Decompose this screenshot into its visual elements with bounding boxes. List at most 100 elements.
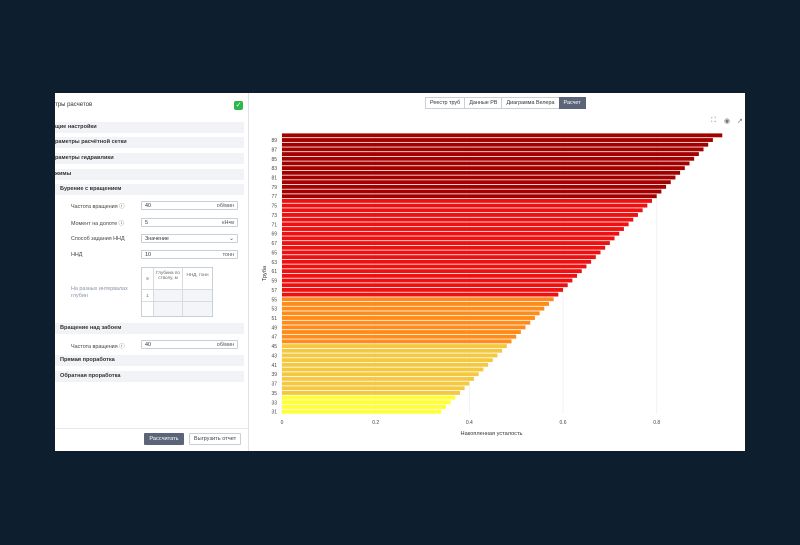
y-tick-label: 89 xyxy=(271,138,277,144)
x-tick-label: 0.6 xyxy=(560,420,567,426)
bar xyxy=(282,409,442,414)
bar xyxy=(282,278,573,283)
bar xyxy=(282,170,681,175)
export-report-button[interactable]: Выгрузить отчет xyxy=(189,433,241,445)
table-cell-depth[interactable] xyxy=(154,290,183,302)
bar xyxy=(282,287,564,292)
y-tick-label: 77 xyxy=(271,194,277,200)
section-general[interactable]: щие настройки xyxy=(55,122,244,133)
bar xyxy=(282,292,559,297)
bar xyxy=(282,184,667,189)
section-modes[interactable]: жимы xyxy=(55,169,244,180)
table-cell-nnd[interactable] xyxy=(183,290,212,302)
y-tick-label: 31 xyxy=(271,410,277,416)
y-tick-label: 69 xyxy=(271,232,277,238)
checkbox-checked-icon[interactable]: ✓ xyxy=(234,101,243,110)
bar xyxy=(282,227,624,231)
rot-freq2-label: Частота вращения ⓘ xyxy=(71,344,125,350)
bar xyxy=(282,297,554,302)
y-tick-label: 39 xyxy=(271,372,277,378)
fullscreen-icon[interactable]: ⛶ xyxy=(711,117,716,124)
rot-freq-label: Частота вращения ⓘ xyxy=(71,204,125,210)
bar xyxy=(282,283,568,288)
load-method-label: Способ задания ННД xyxy=(71,236,125,242)
y-tick-label: 81 xyxy=(271,175,277,181)
y-tick-label: 79 xyxy=(271,185,277,191)
camera-icon[interactable]: ◉ xyxy=(724,118,731,125)
bar xyxy=(282,320,531,325)
rot-freq-unit: об/мин xyxy=(216,203,234,209)
section-back-reaming[interactable]: Обратная проработка xyxy=(55,371,244,382)
tab-pipe-registry[interactable]: Реестр труб xyxy=(425,97,466,109)
section-drilling-rotation[interactable]: Бурение с вращением xyxy=(55,184,244,195)
load-method-select[interactable]: Значение ⌄ xyxy=(141,234,238,243)
bar xyxy=(282,367,484,372)
bar xyxy=(282,156,695,161)
bar xyxy=(282,203,648,208)
bar xyxy=(282,362,489,367)
tab-wohler-diagram[interactable]: Диаграмма Велера xyxy=(501,97,560,109)
bar xyxy=(282,152,699,157)
bar xyxy=(282,208,643,213)
y-tick-label: 59 xyxy=(271,279,277,285)
y-tick-label: 43 xyxy=(271,353,277,359)
results-panel: Реестр труб Данные РВ Диаграмма Велера Р… xyxy=(249,93,745,451)
fatigue-bar-chart: 31 33 35 37 39 41 43 45 47 49 51 53 55 57 59 61 63 65 67 69… xyxy=(262,133,723,437)
table-row-index: 1 xyxy=(142,290,154,302)
nnd-input[interactable]: 10 тонн xyxy=(141,250,238,259)
settings-header: тры расчетов ✓ xyxy=(55,100,248,114)
bar xyxy=(282,222,629,227)
add-row-icon[interactable]: ⊕ xyxy=(142,268,154,290)
bar xyxy=(282,161,690,166)
bar xyxy=(282,231,620,236)
section-straight-reaming[interactable]: Прямая проработка xyxy=(55,355,244,366)
bar xyxy=(282,386,465,391)
calculate-button[interactable]: Рассчитать xyxy=(144,433,184,445)
bar xyxy=(282,241,610,245)
table-row-empty xyxy=(142,302,154,316)
bar xyxy=(282,316,535,320)
tab-rv-data[interactable]: Данные РВ xyxy=(464,97,503,109)
bar xyxy=(282,381,470,386)
bar xyxy=(282,302,549,306)
bar xyxy=(282,264,587,269)
rot-freq-input[interactable]: 40 об/мин xyxy=(141,201,238,210)
bar xyxy=(282,325,526,330)
depth-load-table[interactable]: ⊕ Глубина по стволу, м ННД, тонн 1 xyxy=(141,267,213,317)
settings-title: тры расчетов xyxy=(55,102,93,108)
bar xyxy=(282,405,446,409)
bar xyxy=(282,372,479,377)
divider xyxy=(55,428,248,429)
x-tick-label: 0.4 xyxy=(466,420,473,426)
load-method-value: Значение xyxy=(145,236,169,242)
rot-freq-value: 40 xyxy=(145,203,151,209)
open-external-icon[interactable]: ↗ xyxy=(737,118,743,125)
torque-value: 5 xyxy=(145,220,148,226)
y-tick-label: 75 xyxy=(271,204,277,210)
section-hydraulics[interactable]: раметры гидравлики xyxy=(55,153,244,164)
bar xyxy=(282,306,545,311)
y-tick-label: 37 xyxy=(271,382,277,388)
tab-calculation[interactable]: Расчет xyxy=(558,97,586,109)
bar xyxy=(282,236,615,241)
bar xyxy=(282,255,596,260)
nnd-unit: тонн xyxy=(222,252,234,258)
table-header-depth: Глубина по стволу, м xyxy=(154,268,183,290)
section-rotation-above-bottom[interactable]: Вращение над забоем xyxy=(55,323,244,334)
y-tick-label: 55 xyxy=(271,297,277,303)
torque-input[interactable]: 5 кН•м xyxy=(141,218,238,227)
torque-unit: кН•м xyxy=(222,220,234,226)
y-tick-label: 73 xyxy=(271,213,277,219)
bar xyxy=(282,358,493,363)
chevron-down-icon: ⌄ xyxy=(228,236,234,242)
settings-panel: тры расчетов ✓ щие настройки раметры рас… xyxy=(55,93,249,451)
y-tick-label: 41 xyxy=(271,363,277,369)
table-cell-empty xyxy=(154,302,183,316)
bar xyxy=(282,400,451,405)
section-grid[interactable]: раметры расчётной сетки xyxy=(55,137,244,148)
rot-freq2-input[interactable]: 40 об/мин xyxy=(141,340,238,349)
bar xyxy=(282,330,521,334)
bar xyxy=(282,334,517,339)
bar xyxy=(282,339,512,344)
y-tick-label: 35 xyxy=(271,391,277,397)
